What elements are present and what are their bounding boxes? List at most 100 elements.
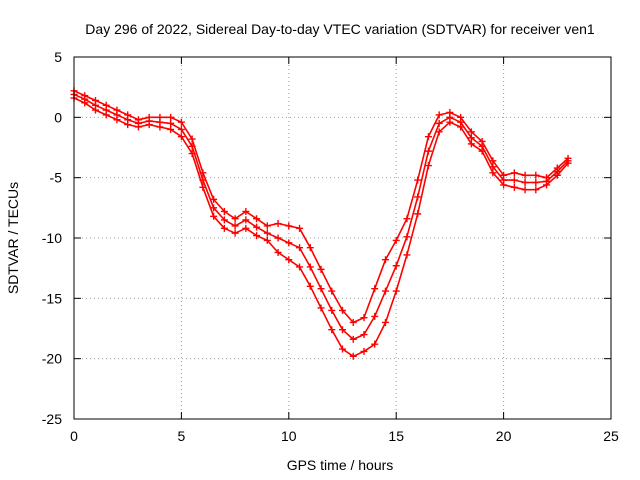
- y-tick-labels: 5 0 -5 -10 -15 -20 -25: [42, 49, 62, 427]
- data-point: [167, 125, 175, 133]
- data-point: [349, 335, 357, 343]
- data-point: [381, 318, 389, 326]
- y-tick-label: -20: [42, 351, 62, 367]
- data-point: [274, 234, 282, 242]
- data-point: [145, 117, 153, 125]
- data-point: [220, 224, 228, 232]
- x-tick-label: 10: [281, 428, 297, 444]
- data-point: [403, 233, 411, 241]
- data-point: [156, 118, 164, 126]
- data-point: [381, 287, 389, 295]
- data-point: [317, 285, 325, 293]
- data-point: [167, 113, 175, 121]
- data-point: [177, 133, 185, 141]
- data-point: [371, 312, 379, 320]
- data-point: [317, 265, 325, 273]
- data-point: [242, 216, 250, 224]
- data-point: [242, 207, 250, 215]
- data-point: [188, 135, 196, 143]
- series-line-sdtvar-middle: [73, 93, 569, 341]
- series-line-sdtvar-lower: [73, 97, 569, 358]
- data-point: [532, 178, 540, 186]
- data-series: [70, 87, 572, 360]
- chart-title: Day 296 of 2022, Sidereal Day-to-day VTE…: [85, 21, 595, 37]
- data-point: [435, 111, 443, 119]
- data-point: [500, 176, 508, 184]
- data-point: [339, 306, 346, 314]
- y-tick-label: 0: [54, 109, 62, 125]
- data-point: [510, 183, 518, 191]
- data-point: [242, 224, 250, 232]
- data-point: [349, 352, 357, 360]
- data-point: [177, 125, 185, 133]
- data-point: [253, 232, 261, 240]
- data-point: [263, 222, 271, 230]
- data-point: [199, 176, 207, 184]
- data-point: [521, 186, 529, 194]
- data-point: [317, 304, 325, 312]
- data-point: [360, 331, 368, 339]
- data-point: [210, 212, 218, 220]
- data-point: [532, 171, 540, 179]
- x-tick-labels: 0 5 10 15 20 25: [70, 428, 619, 444]
- data-point: [328, 326, 336, 334]
- data-point: [510, 169, 518, 177]
- data-point: [403, 215, 411, 223]
- data-point: [285, 222, 293, 230]
- data-point: [532, 186, 540, 194]
- data-point: [521, 178, 529, 186]
- data-point: [188, 142, 196, 150]
- data-point: [489, 163, 497, 171]
- data-point: [220, 207, 228, 215]
- data-point: [306, 263, 314, 271]
- data-point: [102, 106, 110, 114]
- data-point: [231, 222, 239, 230]
- data-point: [392, 287, 400, 295]
- y-tick-label: -15: [42, 290, 62, 306]
- x-tick-label: 25: [603, 428, 619, 444]
- y-axis-title: SDTVAR / TECUs: [5, 182, 21, 294]
- data-point: [446, 113, 454, 121]
- x-tick-label: 0: [70, 428, 78, 444]
- data-point: [231, 229, 239, 237]
- data-point: [392, 262, 400, 270]
- data-point: [414, 210, 422, 218]
- data-point: [424, 162, 432, 170]
- y-tick-label: -25: [42, 411, 62, 427]
- data-point: [414, 193, 422, 201]
- data-point: [414, 176, 422, 184]
- axis-ticks: [73, 56, 612, 420]
- x-axis-title: GPS time / hours: [287, 457, 394, 473]
- data-point: [467, 128, 475, 136]
- data-point: [220, 216, 228, 224]
- data-point: [253, 223, 261, 231]
- data-point: [349, 318, 357, 326]
- data-point: [296, 263, 304, 271]
- data-point: [328, 306, 336, 314]
- data-point: [392, 236, 400, 244]
- data-point: [339, 345, 346, 353]
- data-point: [457, 118, 465, 126]
- data-point: [113, 111, 121, 119]
- data-point: [91, 101, 99, 109]
- data-point: [478, 142, 486, 150]
- data-point: [81, 95, 89, 103]
- data-point: [285, 239, 293, 247]
- data-point: [274, 248, 282, 256]
- data-point: [521, 171, 529, 179]
- data-point: [510, 176, 518, 184]
- data-point: [424, 133, 432, 141]
- data-point: [210, 195, 218, 203]
- x-tick-label: 5: [178, 428, 186, 444]
- data-point: [285, 256, 293, 264]
- data-point: [360, 347, 368, 355]
- data-point: [306, 282, 314, 290]
- data-point: [403, 251, 411, 259]
- data-point: [263, 229, 271, 237]
- y-tick-label: -10: [42, 230, 62, 246]
- data-point: [339, 326, 346, 334]
- data-point: [210, 204, 218, 212]
- y-tick-label: -5: [50, 170, 63, 186]
- data-point: [467, 140, 475, 148]
